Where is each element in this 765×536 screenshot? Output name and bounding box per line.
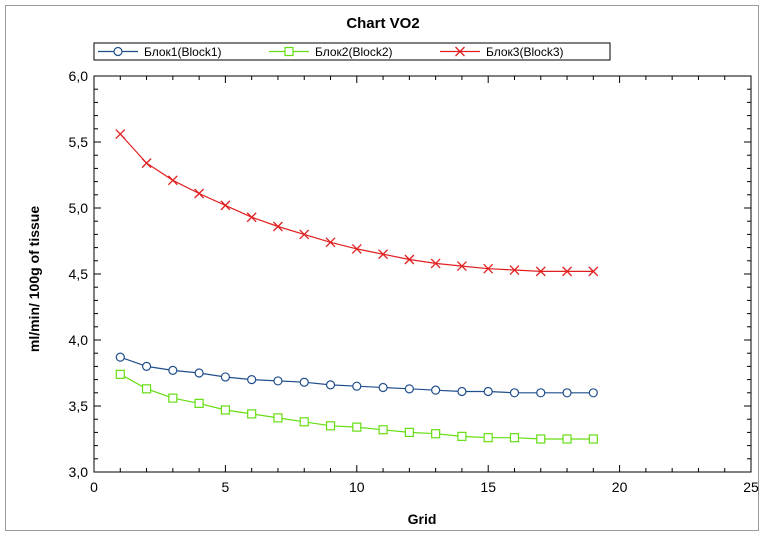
- data-point: [588, 434, 598, 444]
- y-tick-label: 4,0: [69, 332, 89, 348]
- data-point: [351, 243, 362, 254]
- axes: 3,0 3,5 4,0 4,5 5,0 5,5 6,0 0 5 10 15 20 25: [69, 68, 759, 495]
- data-point: [299, 417, 309, 427]
- y-tick-label: 5,5: [69, 134, 89, 150]
- data-point: [168, 365, 178, 375]
- legend-entry: Блок1(Block1): [98, 45, 221, 59]
- data-point: [457, 386, 467, 397]
- data-point: [194, 188, 205, 199]
- y-axis-label: ml/min/ 100g of tissue: [26, 206, 42, 352]
- data-point: [325, 380, 336, 390]
- legend-marker: [113, 46, 123, 57]
- data-point: [168, 393, 178, 403]
- data-point: [352, 422, 362, 432]
- legend-entry: Блок3(Block3): [440, 45, 563, 59]
- data-point: [562, 434, 572, 444]
- data-point: [562, 266, 572, 277]
- data-point: [509, 265, 520, 275]
- series-3: [115, 129, 599, 277]
- data-point: [141, 384, 152, 394]
- legend-label: Блок1(Block1): [144, 45, 221, 59]
- data-point: [457, 431, 467, 441]
- series-1: [115, 352, 598, 398]
- data-point: [483, 386, 493, 397]
- data-point: [299, 229, 310, 240]
- legend-entry: Блок2(Block2): [269, 45, 392, 59]
- data-point: [273, 413, 283, 423]
- legend: Блок1(Block1) Блок2(Block2) Блок3(Block3): [93, 42, 611, 61]
- data-point: [194, 368, 204, 378]
- x-tick-label: 20: [612, 479, 628, 495]
- data-point: [247, 375, 257, 385]
- data-point: [220, 405, 230, 415]
- data-point: [588, 388, 598, 398]
- data-point: [325, 421, 336, 431]
- data-point: [509, 433, 520, 443]
- data-point: [352, 381, 362, 391]
- data-point: [378, 249, 389, 260]
- data-point: [404, 427, 414, 437]
- data-point: [509, 388, 520, 398]
- data-point: [220, 372, 230, 382]
- y-tick-label: 5,0: [69, 200, 89, 216]
- chart-title: Chart VO2: [346, 15, 419, 32]
- y-tick-label: 3,5: [69, 398, 89, 414]
- data-point: [246, 212, 257, 223]
- x-tick-label: 25: [743, 479, 759, 495]
- data-point: [115, 369, 125, 379]
- data-point: [430, 258, 441, 269]
- data-point: [431, 429, 441, 439]
- x-tick-label: 15: [480, 479, 496, 495]
- x-tick-label: 10: [349, 479, 365, 495]
- line-chart: Chart VO2 Блок1(Block1) Блок2(Block2) Блок…: [26, 15, 759, 527]
- data-point: [562, 388, 572, 398]
- data-point: [167, 175, 178, 186]
- data-point: [483, 433, 493, 443]
- data-point: [115, 352, 125, 362]
- data-point: [141, 158, 152, 169]
- data-point: [456, 261, 467, 272]
- data-point: [378, 382, 388, 393]
- y-tick-label: 4,5: [69, 266, 89, 282]
- series-line: [119, 133, 594, 272]
- y-tick-label: 6,0: [69, 68, 89, 84]
- data-point: [325, 237, 336, 248]
- data-point: [404, 254, 415, 265]
- x-tick-label: 5: [222, 479, 230, 495]
- data-point: [535, 266, 546, 277]
- data-point: [220, 200, 231, 211]
- legend-marker: [455, 46, 465, 57]
- series-2: [115, 369, 598, 444]
- legend-label: Блок2(Block2): [315, 45, 392, 59]
- data-point: [404, 384, 414, 394]
- data-point: [115, 129, 126, 140]
- data-point: [483, 263, 494, 274]
- data-point: [588, 266, 599, 277]
- x-tick-label: 0: [90, 479, 98, 495]
- data-point: [378, 425, 388, 435]
- data-point: [536, 388, 546, 398]
- data-point: [299, 377, 309, 387]
- data-point: [273, 376, 283, 386]
- data-point: [194, 398, 204, 408]
- legend-marker: [284, 46, 294, 57]
- data-point: [273, 221, 283, 232]
- series-layer: [115, 129, 599, 444]
- data-point: [431, 385, 441, 395]
- y-tick-label: 3,0: [69, 464, 89, 480]
- chart-frame: Chart VO2 Блок1(Block1) Блок2(Block2) Блок…: [5, 5, 759, 531]
- legend-box: [93, 42, 611, 61]
- plot-area: [93, 75, 752, 473]
- data-point: [141, 361, 152, 371]
- data-point: [247, 409, 257, 419]
- data-point: [536, 434, 546, 444]
- legend-label: Блок3(Block3): [486, 45, 563, 59]
- x-axis-label: Grid: [408, 511, 437, 527]
